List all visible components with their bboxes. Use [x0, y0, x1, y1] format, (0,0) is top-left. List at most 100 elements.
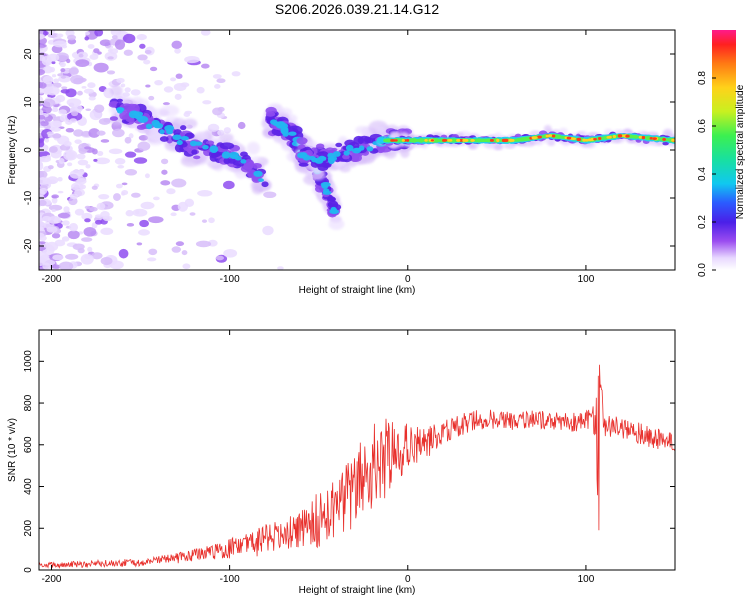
spectrogram-blob — [209, 145, 219, 154]
spectrogram-blob — [68, 197, 78, 206]
spectrogram-blob — [160, 180, 171, 186]
spectrogram-blob — [39, 232, 45, 239]
spectrogram-blob — [114, 158, 126, 165]
spectrogram-blob — [65, 152, 74, 160]
spectrogram-blob — [132, 208, 148, 217]
spectrogram-blob — [130, 89, 141, 96]
spectrogram-blob — [63, 140, 72, 147]
spectrogram-blob — [102, 215, 113, 222]
spectrogram-blob — [116, 77, 125, 84]
colorbar-tick-label: 0.2 — [697, 215, 708, 229]
spectrogram-blob — [42, 215, 52, 222]
spectrogram-blob — [89, 53, 99, 60]
spectrogram-blob — [46, 154, 51, 160]
spectrogram-blob — [74, 208, 85, 216]
spectrogram-blob — [246, 141, 261, 155]
spectrogram-blob — [160, 104, 180, 117]
spectrogram-blob — [180, 125, 187, 131]
spectrogram-blob — [597, 137, 602, 141]
spectrogram-blob — [212, 151, 221, 157]
spectrogram-blob — [219, 142, 235, 150]
spectrogram-blob — [174, 48, 181, 54]
spectrogram-blob — [508, 138, 513, 143]
spectrogram-blob — [128, 133, 134, 139]
spectrogram-blob — [663, 128, 673, 137]
spectrogram-blob — [177, 201, 189, 212]
spectrogram-blob — [462, 138, 466, 142]
spectrogram-blob — [122, 33, 136, 44]
spectrogram-blob — [189, 212, 196, 216]
spectrogram-blob — [115, 183, 123, 189]
spectrogram-y-ticks: -20 -10 0 10 20 — [23, 48, 675, 253]
spectrogram-blob — [94, 157, 111, 165]
x-tick-label: -200 — [41, 274, 61, 285]
spectrogram-blob — [78, 147, 88, 154]
spectrogram-blob — [170, 212, 177, 217]
spectrogram-blob — [80, 253, 94, 265]
spectrogram-blob — [123, 49, 133, 56]
spectrogram-blob — [223, 127, 231, 134]
spectrogram-blob — [164, 125, 175, 132]
spectrogram-blob — [84, 205, 91, 210]
spectrogram-blob — [296, 137, 308, 145]
spectrogram-blob — [93, 48, 100, 54]
spectrogram-blob — [201, 63, 210, 69]
spectrogram-blob — [39, 140, 45, 148]
snr-series-line — [39, 364, 675, 569]
spectrogram-blob — [100, 227, 114, 236]
spectrogram-blob — [76, 90, 83, 96]
spectrogram-blob — [47, 216, 62, 224]
spectrogram-blob — [470, 138, 475, 142]
spectrogram-blob — [57, 212, 71, 219]
snr-y-label: SNR (10 * v/v) — [7, 418, 18, 482]
spectrogram-blob — [146, 257, 157, 262]
spectrogram-blob — [113, 193, 121, 201]
spectrogram-blob — [350, 154, 360, 162]
spectrogram-blob — [47, 53, 60, 62]
spectrogram-blob — [671, 138, 675, 142]
snr-frame — [38, 329, 676, 571]
spectrogram-blob — [85, 108, 92, 111]
y-tick-label: -10 — [23, 190, 34, 205]
spectrogram-blob — [94, 214, 103, 218]
spectrogram-blob — [91, 252, 103, 260]
spectrogram-blob — [137, 54, 148, 61]
spectrogram-blob — [240, 151, 248, 157]
spectrogram-blob — [72, 243, 85, 251]
spectrogram-blob — [345, 144, 354, 152]
spectrogram-blob — [118, 248, 129, 259]
spectrogram-blob — [617, 134, 623, 138]
spectrogram-blob — [121, 182, 128, 186]
spectrogram-blob — [502, 138, 506, 142]
y-tick-label: -20 — [23, 238, 34, 253]
spectrogram-x-ticks: -200 -100 0 100 — [41, 30, 595, 285]
spectrogram-blob — [218, 133, 234, 143]
y-tick-label: 20 — [23, 48, 34, 60]
spectrogram-blob — [139, 43, 146, 49]
spectrogram-blob — [494, 143, 504, 151]
spectrogram-blob — [136, 242, 143, 246]
spectrogram-blob — [66, 98, 82, 107]
spectrogram-blob — [43, 86, 54, 94]
spectrogram-blob — [322, 190, 332, 195]
spectrogram-blob — [52, 133, 62, 139]
spectrogram-blob — [299, 152, 308, 159]
spectrogram-blob — [117, 164, 125, 169]
spectrogram-blob — [252, 162, 262, 169]
spectrogram-blob — [131, 192, 141, 198]
spectrogram-blob — [332, 151, 341, 157]
spectrogram-blob — [100, 139, 110, 143]
spectrogram-blob — [394, 139, 398, 142]
colorbar-tick-label: 0.6 — [697, 119, 708, 133]
spectrogram-blob — [52, 254, 64, 261]
spectrogram-blob — [145, 84, 151, 88]
figure-title: S206.2026.039.21.14.G12 — [275, 1, 439, 17]
y-tick-label: 0 — [23, 567, 34, 573]
spectrogram-blob — [39, 68, 46, 76]
spectrogram-blob — [87, 44, 95, 49]
spectrogram-blob — [652, 137, 657, 140]
spectrogram-blob — [227, 158, 236, 164]
spectrogram-blob — [366, 146, 374, 152]
spectrogram-blob — [67, 34, 77, 41]
spectrogram-blob — [590, 137, 595, 142]
